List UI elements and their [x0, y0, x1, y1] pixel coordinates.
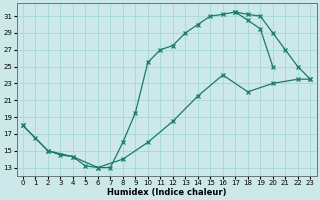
X-axis label: Humidex (Indice chaleur): Humidex (Indice chaleur): [107, 188, 226, 197]
